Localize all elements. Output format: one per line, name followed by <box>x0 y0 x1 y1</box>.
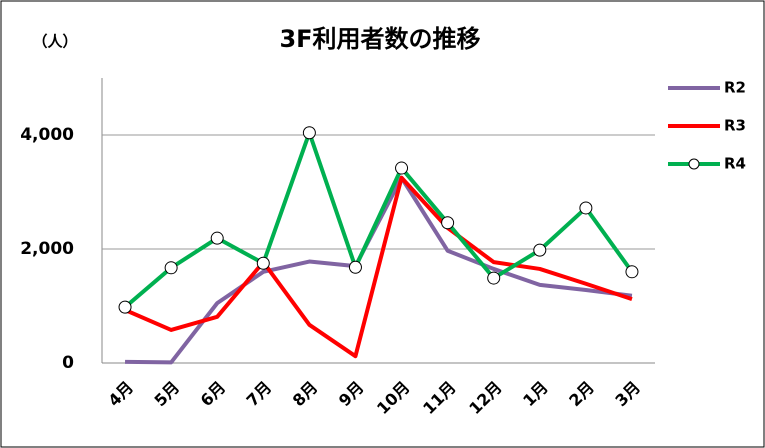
data-point <box>579 201 593 215</box>
data-point <box>441 216 455 230</box>
y-tick-label: 0 <box>62 353 74 373</box>
y-axis-label: （人） <box>32 33 77 51</box>
legend-label: R2 <box>724 79 746 97</box>
data-point <box>210 231 224 245</box>
data-point <box>118 300 132 314</box>
legend-marker <box>688 158 700 170</box>
data-point <box>348 260 362 274</box>
series-line <box>123 130 634 309</box>
legend-label: R3 <box>724 117 746 135</box>
data-point <box>395 161 409 175</box>
legend-label: R4 <box>724 155 746 173</box>
series-line <box>124 175 633 359</box>
y-tick-label: 2,000 <box>20 239 74 259</box>
data-point <box>625 265 639 279</box>
data-point <box>533 243 547 257</box>
data-point <box>256 256 270 270</box>
chart-title: 3F利用者数の推移 <box>279 25 480 53</box>
y-tick-label: 4,000 <box>20 125 74 145</box>
data-point <box>302 126 316 140</box>
data-point <box>164 261 178 275</box>
data-point <box>487 271 501 285</box>
